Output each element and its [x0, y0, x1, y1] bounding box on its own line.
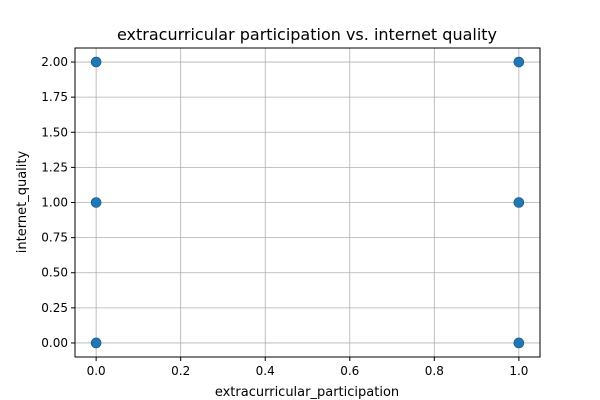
x-axis-ticks: 0.0 0.2 0.4 0.6 0.8 1.0 — [87, 357, 528, 378]
scatter-point — [513, 337, 525, 349]
x-tick-label: 0.4 — [256, 364, 275, 378]
chart-title: extracurricular participation vs. intern… — [117, 25, 497, 44]
y-tick-label: 0.25 — [41, 301, 68, 315]
y-tick-label: 1.00 — [41, 196, 68, 210]
y-tick-label: 0.75 — [41, 231, 68, 245]
x-axis-label: extracurricular_participation — [215, 385, 399, 400]
y-tick-label: 1.75 — [41, 90, 68, 104]
x-tick-label: 0.8 — [425, 364, 444, 378]
data-points — [90, 56, 525, 349]
x-tick-label: 0.6 — [340, 364, 359, 378]
scatter-point — [513, 197, 525, 208]
grid-lines — [75, 48, 540, 357]
y-axis-ticks: 0.00 0.25 0.50 0.75 1.00 1.25 1.50 1.75 2.00 — [41, 55, 75, 350]
scatter-point — [90, 56, 102, 68]
x-tick-label: 0.0 — [87, 364, 106, 378]
x-tick-label: 0.2 — [171, 364, 190, 378]
scatter-point — [90, 337, 102, 349]
y-tick-label: 1.50 — [41, 125, 68, 139]
x-tick-label: 1.0 — [509, 364, 528, 378]
y-tick-label: 1.25 — [41, 160, 68, 174]
y-tick-label: 0.50 — [41, 266, 68, 280]
y-tick-label: 2.00 — [41, 55, 68, 69]
y-axis-label: internet_quality — [15, 151, 30, 254]
y-tick-label: 0.00 — [41, 336, 68, 350]
scatter-point — [90, 197, 102, 208]
scatter-point — [513, 56, 525, 68]
